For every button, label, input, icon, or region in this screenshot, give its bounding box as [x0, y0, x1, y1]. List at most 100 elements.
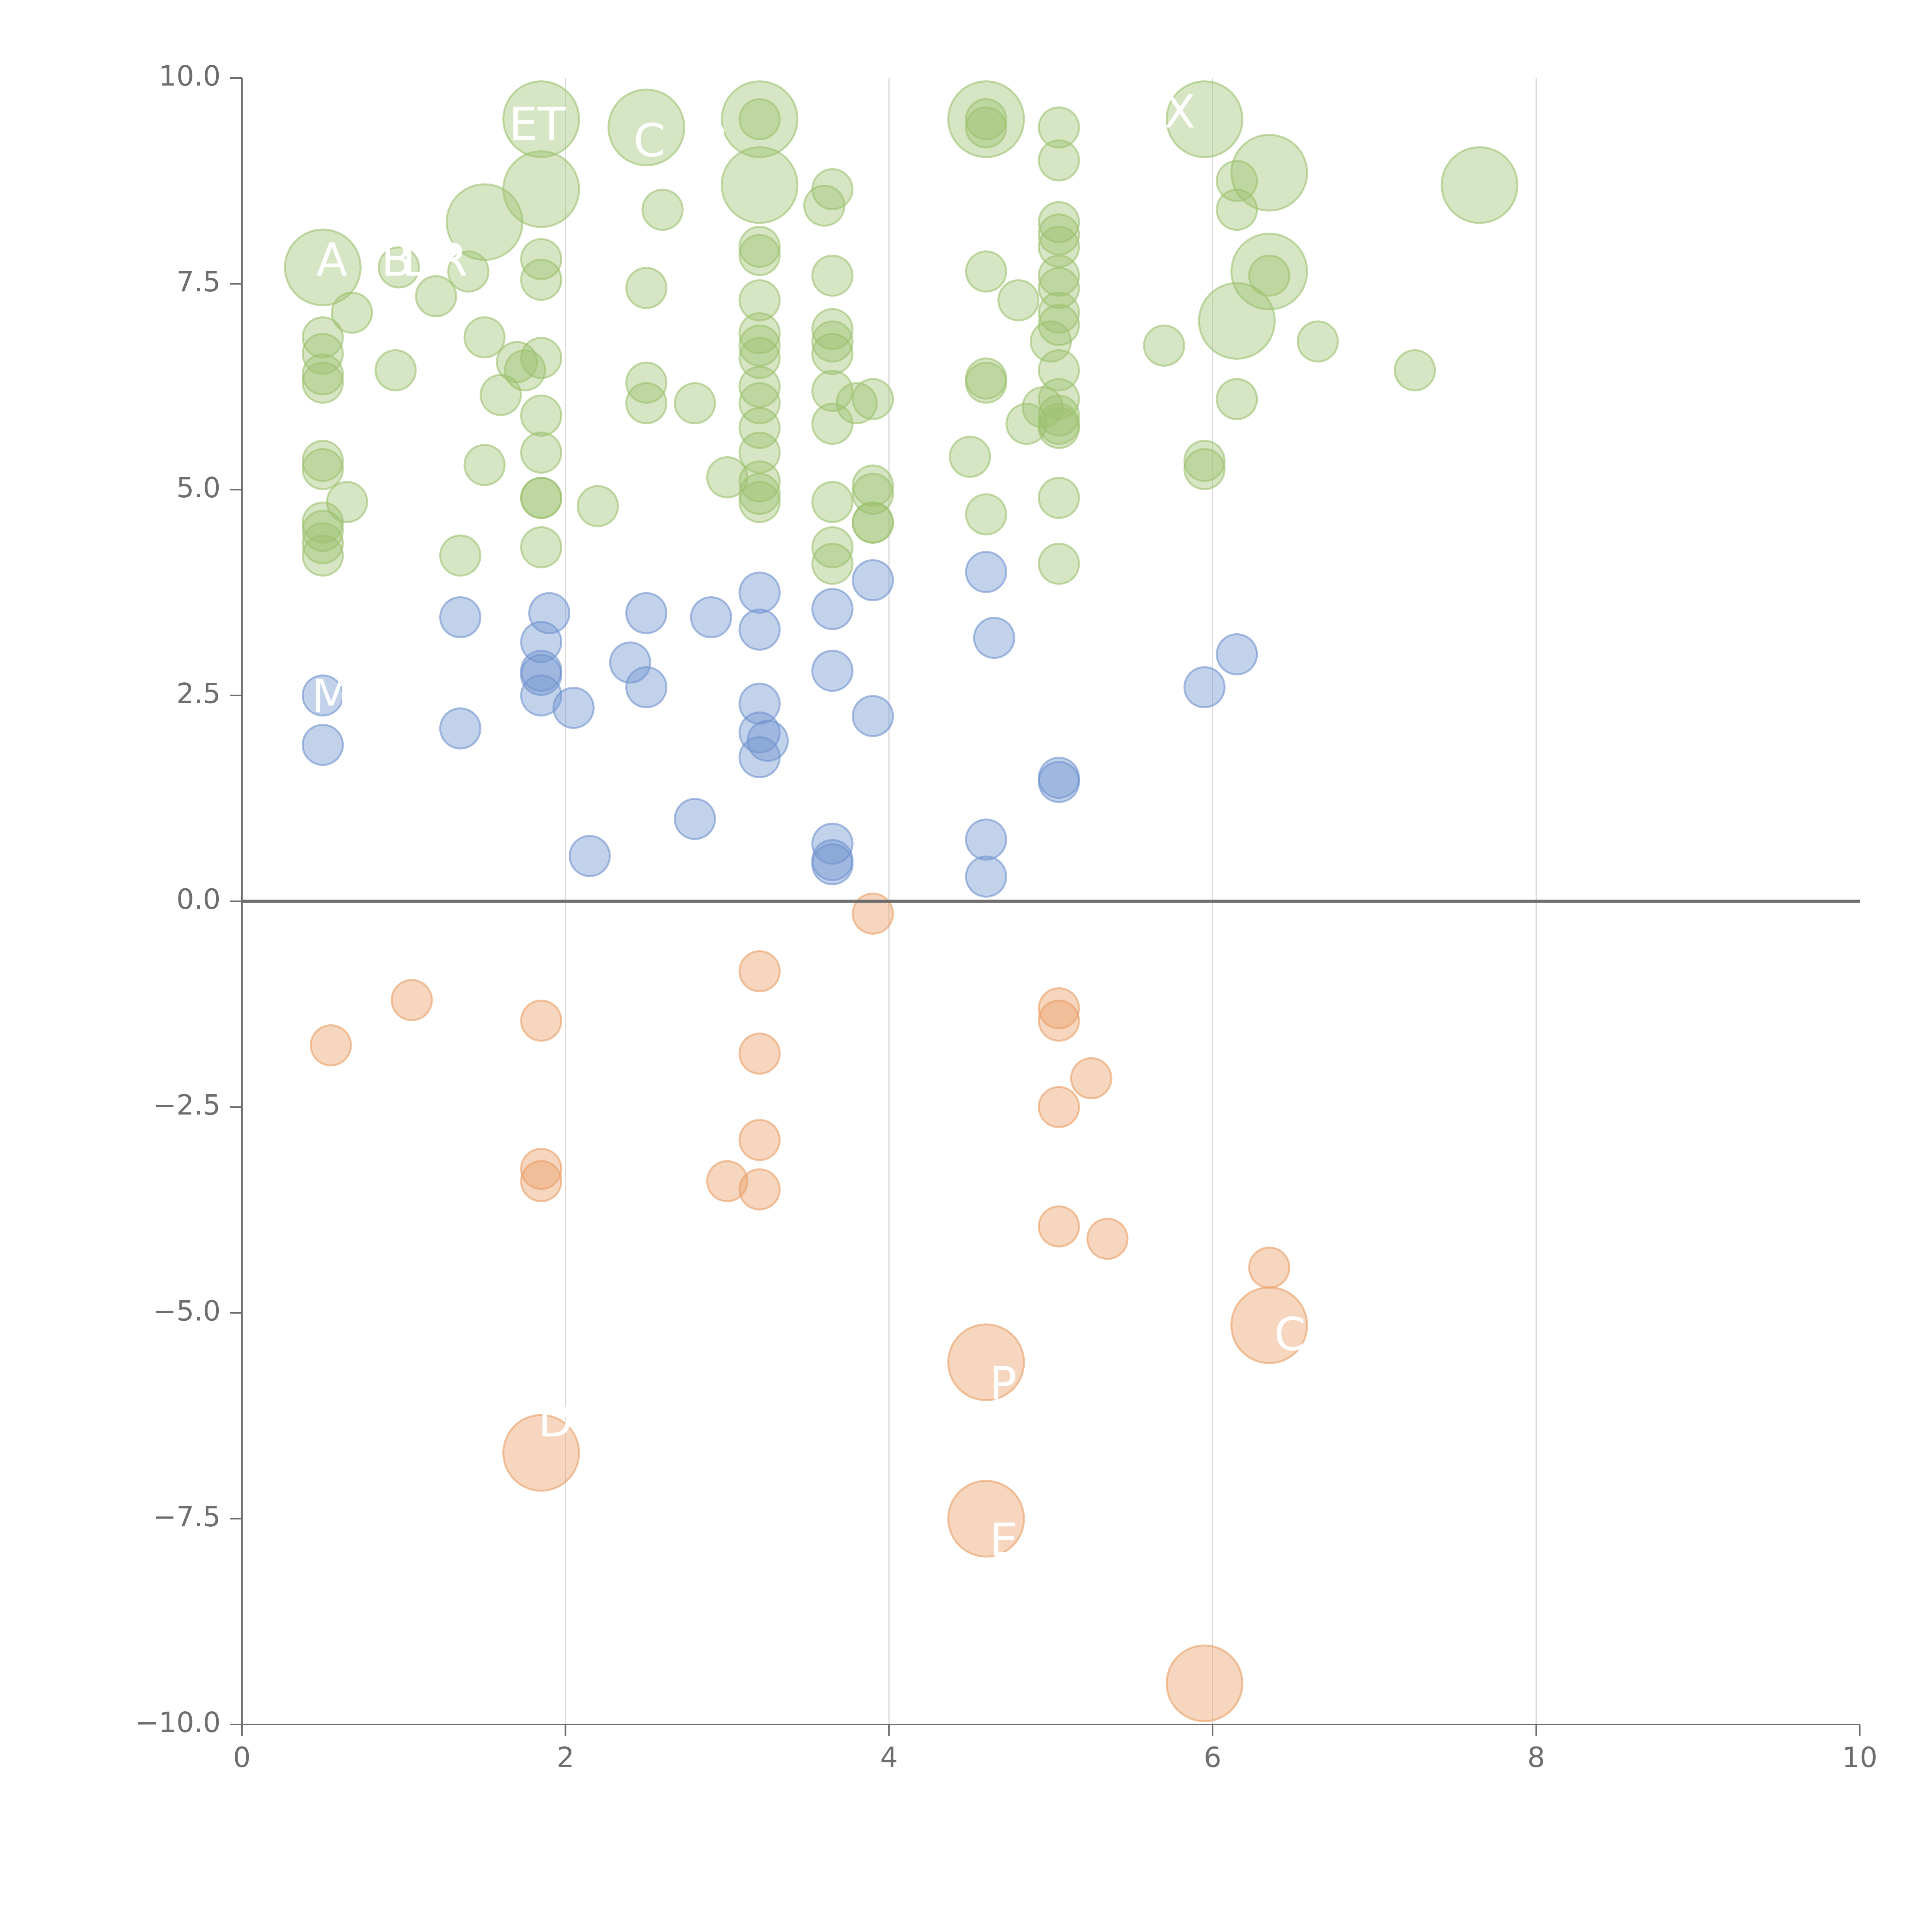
point-green-110 — [301, 522, 344, 565]
point-orange-6 — [1037, 987, 1080, 1029]
axes: 10.0 7.5 5.0 2.5 0.0 −2.5 −5.0 −7.5 −10.0 0 2 4 6 8 10 — [135, 60, 1877, 1774]
point-green-9 — [1230, 134, 1308, 212]
point-green-107 — [1183, 448, 1226, 490]
point-blue-0 — [439, 596, 481, 638]
point-green-114 — [811, 526, 854, 568]
point-green-4 — [1165, 80, 1243, 158]
point-blue-27 — [301, 674, 344, 717]
y-tick-label-0: 10.0 — [159, 60, 221, 92]
point-green-74 — [1005, 403, 1048, 445]
point-green-53 — [480, 374, 522, 416]
point-green-98 — [811, 481, 854, 523]
point-orange-17 — [1248, 1247, 1291, 1289]
x-tick-label-3: 6 — [1204, 1741, 1221, 1774]
point-green-115 — [811, 543, 854, 585]
point-blue-26 — [1216, 633, 1258, 675]
point-green-30 — [447, 250, 490, 293]
point-green-64 — [738, 431, 781, 474]
point-blue-31 — [673, 798, 716, 840]
point-label-4: ET — [509, 97, 566, 151]
point-green-8 — [284, 228, 362, 306]
point-orange-11 — [520, 1148, 563, 1190]
point-blue-9 — [625, 666, 668, 709]
point-green-16 — [1037, 106, 1080, 149]
point-green-34 — [625, 267, 668, 309]
point-green-19 — [803, 184, 845, 227]
point-green-113 — [520, 526, 563, 568]
point-green-66 — [811, 320, 854, 363]
point-green-47 — [301, 361, 344, 404]
point-green-109 — [301, 510, 344, 552]
point-blue-10 — [690, 596, 732, 638]
point-blue-35 — [965, 818, 1007, 861]
point-blue-22 — [973, 617, 1015, 659]
point-label-7: X — [1164, 85, 1196, 138]
x-tick-label-4: 8 — [1527, 1741, 1545, 1774]
point-blue-21 — [965, 551, 1007, 593]
y-tick-label-2: 5.0 — [176, 471, 221, 504]
point-green-103 — [949, 435, 991, 478]
x-tick-label-0: 0 — [233, 1741, 251, 1774]
point-green-17 — [1037, 139, 1080, 182]
point-green-48 — [374, 349, 417, 391]
point-green-7 — [721, 146, 799, 224]
y-tick-label-7: −7.5 — [153, 1500, 221, 1533]
point-green-13 — [738, 98, 781, 141]
point-green-60 — [738, 337, 781, 379]
point-green-49 — [463, 316, 506, 359]
point-green-2 — [721, 80, 799, 158]
y-tick-label-8: −10.0 — [135, 1706, 221, 1739]
point-green-73 — [965, 361, 1007, 404]
point-green-62 — [738, 382, 781, 425]
point-orange-10 — [738, 1119, 781, 1161]
point-orange-8 — [1070, 1057, 1112, 1100]
point-orange-22 — [1165, 1644, 1243, 1722]
point-blue-1 — [528, 592, 571, 634]
point-green-83 — [1216, 378, 1258, 420]
point-label-0: A — [316, 233, 348, 287]
point-orange-16 — [1086, 1218, 1129, 1260]
point-green-63 — [738, 406, 781, 449]
point-green-82 — [1143, 324, 1185, 367]
point-blue-5 — [520, 674, 563, 717]
point-green-23 — [1037, 201, 1080, 243]
point-orange-3 — [310, 1024, 352, 1066]
x-tick-label-1: 2 — [556, 1741, 574, 1774]
data-points — [284, 80, 1519, 1722]
point-green-57 — [673, 382, 716, 425]
point-green-12 — [1198, 282, 1276, 360]
point-orange-14 — [738, 1168, 781, 1211]
point-green-87 — [301, 448, 344, 490]
point-green-56 — [625, 382, 668, 425]
point-blue-28 — [301, 724, 344, 766]
point-orange-12 — [520, 1160, 563, 1202]
point-green-10 — [1440, 146, 1519, 224]
point-label-9: C — [1274, 1308, 1306, 1361]
point-green-0 — [502, 80, 580, 158]
point-green-105 — [1037, 477, 1080, 519]
point-orange-7 — [1037, 999, 1080, 1042]
point-green-35 — [738, 279, 781, 321]
point-green-43 — [1248, 254, 1291, 297]
point-blue-36 — [965, 855, 1007, 898]
point-blue-11 — [738, 571, 781, 614]
point-green-111 — [301, 534, 344, 577]
point-green-67 — [811, 333, 854, 375]
point-green-65 — [811, 308, 854, 350]
point-orange-21 — [947, 1480, 1025, 1558]
point-label-6: R — [698, 114, 730, 167]
point-label-3: R — [436, 233, 468, 287]
point-green-81 — [1037, 406, 1080, 449]
point-green-52 — [520, 337, 563, 379]
point-green-11 — [1230, 233, 1308, 311]
point-green-104 — [965, 493, 1007, 536]
point-green-116 — [1037, 543, 1080, 585]
point-label-8: M — [311, 670, 351, 723]
y-tick-label-4: 0.0 — [176, 883, 221, 915]
point-green-44 — [301, 316, 344, 359]
point-blue-12 — [738, 608, 781, 651]
point-green-93 — [577, 485, 619, 527]
point-orange-9 — [1037, 1086, 1080, 1128]
point-green-24 — [1037, 213, 1080, 256]
